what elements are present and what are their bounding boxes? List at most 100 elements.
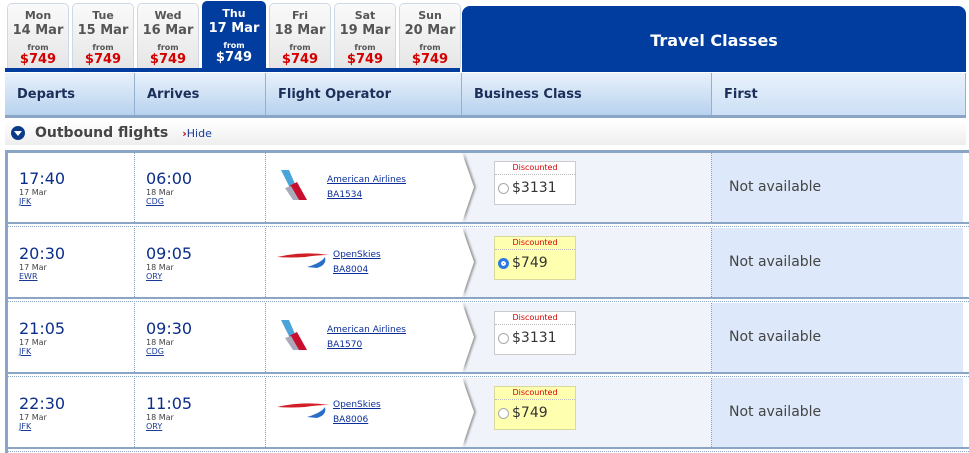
depart-airport-link[interactable]: JFK bbox=[19, 347, 32, 356]
depart-airport-link[interactable]: EWR bbox=[19, 272, 38, 281]
business-fare-cell: Discounted $3131 bbox=[462, 303, 712, 372]
depart-time: 17:40 bbox=[19, 169, 66, 188]
flight-list: 17:40 17 Mar JFK 06:00 18 Mar CDG Americ… bbox=[5, 150, 969, 453]
from-label: from bbox=[92, 43, 114, 52]
from-label: from bbox=[27, 43, 49, 52]
fare-option[interactable]: Discounted $749 bbox=[494, 236, 576, 280]
date-tab[interactable]: Tue 15 Mar from $749 bbox=[72, 3, 134, 68]
outbound-title: Outbound flights bbox=[35, 125, 169, 141]
header-arrives: Arrives bbox=[135, 73, 266, 115]
from-label: from bbox=[223, 41, 245, 50]
from-label: from bbox=[157, 43, 179, 52]
header-first: First bbox=[712, 73, 966, 115]
airline-logo-icon bbox=[277, 401, 333, 425]
fare-price: $749 bbox=[512, 405, 548, 421]
day-date: 20 Mar bbox=[404, 23, 456, 38]
day-of-week: Thu bbox=[222, 7, 246, 20]
airline-link[interactable]: American Airlines bbox=[327, 324, 406, 335]
airline-link[interactable]: OpenSkies bbox=[333, 399, 381, 410]
not-available: Not available bbox=[729, 329, 822, 345]
arrow-divider bbox=[462, 303, 474, 372]
fare-radio[interactable] bbox=[498, 332, 509, 344]
hide-label: Hide bbox=[186, 126, 212, 140]
day-of-week: Mon bbox=[24, 9, 52, 22]
arrive-time: 11:05 bbox=[146, 394, 193, 413]
depart-airport-link[interactable]: JFK bbox=[19, 422, 32, 431]
day-price: $749 bbox=[346, 52, 384, 67]
fare-radio[interactable] bbox=[498, 407, 509, 419]
from-label: from bbox=[354, 43, 376, 52]
airline-logo-icon bbox=[277, 316, 327, 360]
arrow-divider bbox=[462, 228, 474, 297]
arrive-date: 18 Mar bbox=[146, 338, 174, 347]
business-fare-cell: Discounted $749 bbox=[462, 378, 712, 447]
arrive-airport-link[interactable]: ORY bbox=[146, 272, 163, 281]
flight-row: 22:30 17 Mar JFK 11:05 18 Mar ORY OpenSk… bbox=[8, 378, 969, 452]
first-fare-cell: Not available bbox=[712, 378, 963, 447]
header-business: Business Class bbox=[462, 73, 712, 115]
fare-option[interactable]: Discounted $749 bbox=[494, 386, 576, 430]
airline-link[interactable]: American Airlines bbox=[327, 174, 406, 185]
flight-number-link[interactable]: BA1570 bbox=[327, 339, 363, 350]
day-of-week: Sun bbox=[418, 9, 442, 22]
date-tab[interactable]: Mon 14 Mar from $749 bbox=[7, 3, 69, 68]
travel-classes-header: Travel Classes bbox=[462, 6, 966, 72]
day-of-week: Tue bbox=[92, 9, 114, 22]
day-date: 19 Mar bbox=[339, 23, 391, 38]
airline-logo-icon bbox=[277, 166, 327, 210]
not-available: Not available bbox=[729, 404, 822, 420]
date-tab[interactable]: Sun 20 Mar from $749 bbox=[399, 3, 461, 68]
depart-date: 17 Mar bbox=[19, 413, 47, 422]
arrow-divider bbox=[462, 153, 474, 222]
first-fare-cell: Not available bbox=[712, 228, 963, 297]
date-tab[interactable]: Thu 17 Mar from $749 bbox=[202, 1, 266, 68]
business-fare-cell: Discounted $749 bbox=[462, 228, 712, 297]
day-of-week: Fri bbox=[291, 9, 308, 22]
flight-number-link[interactable]: BA8004 bbox=[333, 264, 369, 275]
arrive-airport-link[interactable]: ORY bbox=[146, 422, 163, 431]
date-tab[interactable]: Wed 16 Mar from $749 bbox=[137, 3, 199, 68]
day-price: $749 bbox=[84, 52, 122, 67]
arrive-airport-link[interactable]: CDG bbox=[146, 347, 164, 356]
day-of-week: Sat bbox=[354, 9, 376, 22]
date-tab[interactable]: Fri 18 Mar from $749 bbox=[269, 3, 331, 68]
day-price: $749 bbox=[215, 50, 253, 65]
fare-radio[interactable] bbox=[498, 257, 509, 269]
arrive-time: 09:30 bbox=[146, 319, 193, 338]
collapse-icon[interactable] bbox=[11, 126, 25, 140]
depart-time: 20:30 bbox=[19, 244, 66, 263]
day-date: 14 Mar bbox=[12, 23, 64, 38]
discount-label: Discounted bbox=[495, 312, 575, 325]
fare-option[interactable]: Discounted $3131 bbox=[494, 161, 576, 205]
depart-time: 21:05 bbox=[19, 319, 66, 338]
fare-radio[interactable] bbox=[498, 182, 509, 194]
depart-date: 17 Mar bbox=[19, 188, 47, 197]
business-fare-cell: Discounted $3131 bbox=[462, 153, 712, 222]
flight-row: 17:40 17 Mar JFK 06:00 18 Mar CDG Americ… bbox=[8, 153, 969, 227]
flight-number-link[interactable]: BA1534 bbox=[327, 189, 363, 200]
date-bar bbox=[5, 68, 460, 72]
arrive-airport-link[interactable]: CDG bbox=[146, 197, 164, 206]
discount-label: Discounted bbox=[495, 237, 575, 250]
from-label: from bbox=[419, 43, 441, 52]
day-date: 18 Mar bbox=[274, 23, 326, 38]
discount-label: Discounted bbox=[495, 387, 575, 400]
date-tab[interactable]: Sat 19 Mar from $749 bbox=[334, 3, 396, 68]
column-headers: Departs Arrives Flight Operator Business… bbox=[5, 73, 966, 118]
discount-label: Discounted bbox=[495, 162, 575, 175]
day-date: 16 Mar bbox=[142, 23, 194, 38]
fare-price: $3131 bbox=[512, 330, 557, 346]
flight-row: 21:05 17 Mar JFK 09:30 18 Mar CDG Americ… bbox=[8, 303, 969, 377]
fare-price: $3131 bbox=[512, 180, 557, 196]
airline-link[interactable]: OpenSkies bbox=[333, 249, 381, 260]
day-price: $749 bbox=[19, 52, 57, 67]
arrow-divider bbox=[462, 378, 474, 447]
hide-link[interactable]: ›Hide bbox=[182, 126, 212, 140]
not-available: Not available bbox=[729, 254, 822, 270]
flight-number-link[interactable]: BA8006 bbox=[333, 414, 369, 425]
fare-option[interactable]: Discounted $3131 bbox=[494, 311, 576, 355]
first-fare-cell: Not available bbox=[712, 153, 963, 222]
depart-airport-link[interactable]: JFK bbox=[19, 197, 32, 206]
header-departs: Departs bbox=[5, 73, 135, 115]
first-fare-cell: Not available bbox=[712, 303, 963, 372]
